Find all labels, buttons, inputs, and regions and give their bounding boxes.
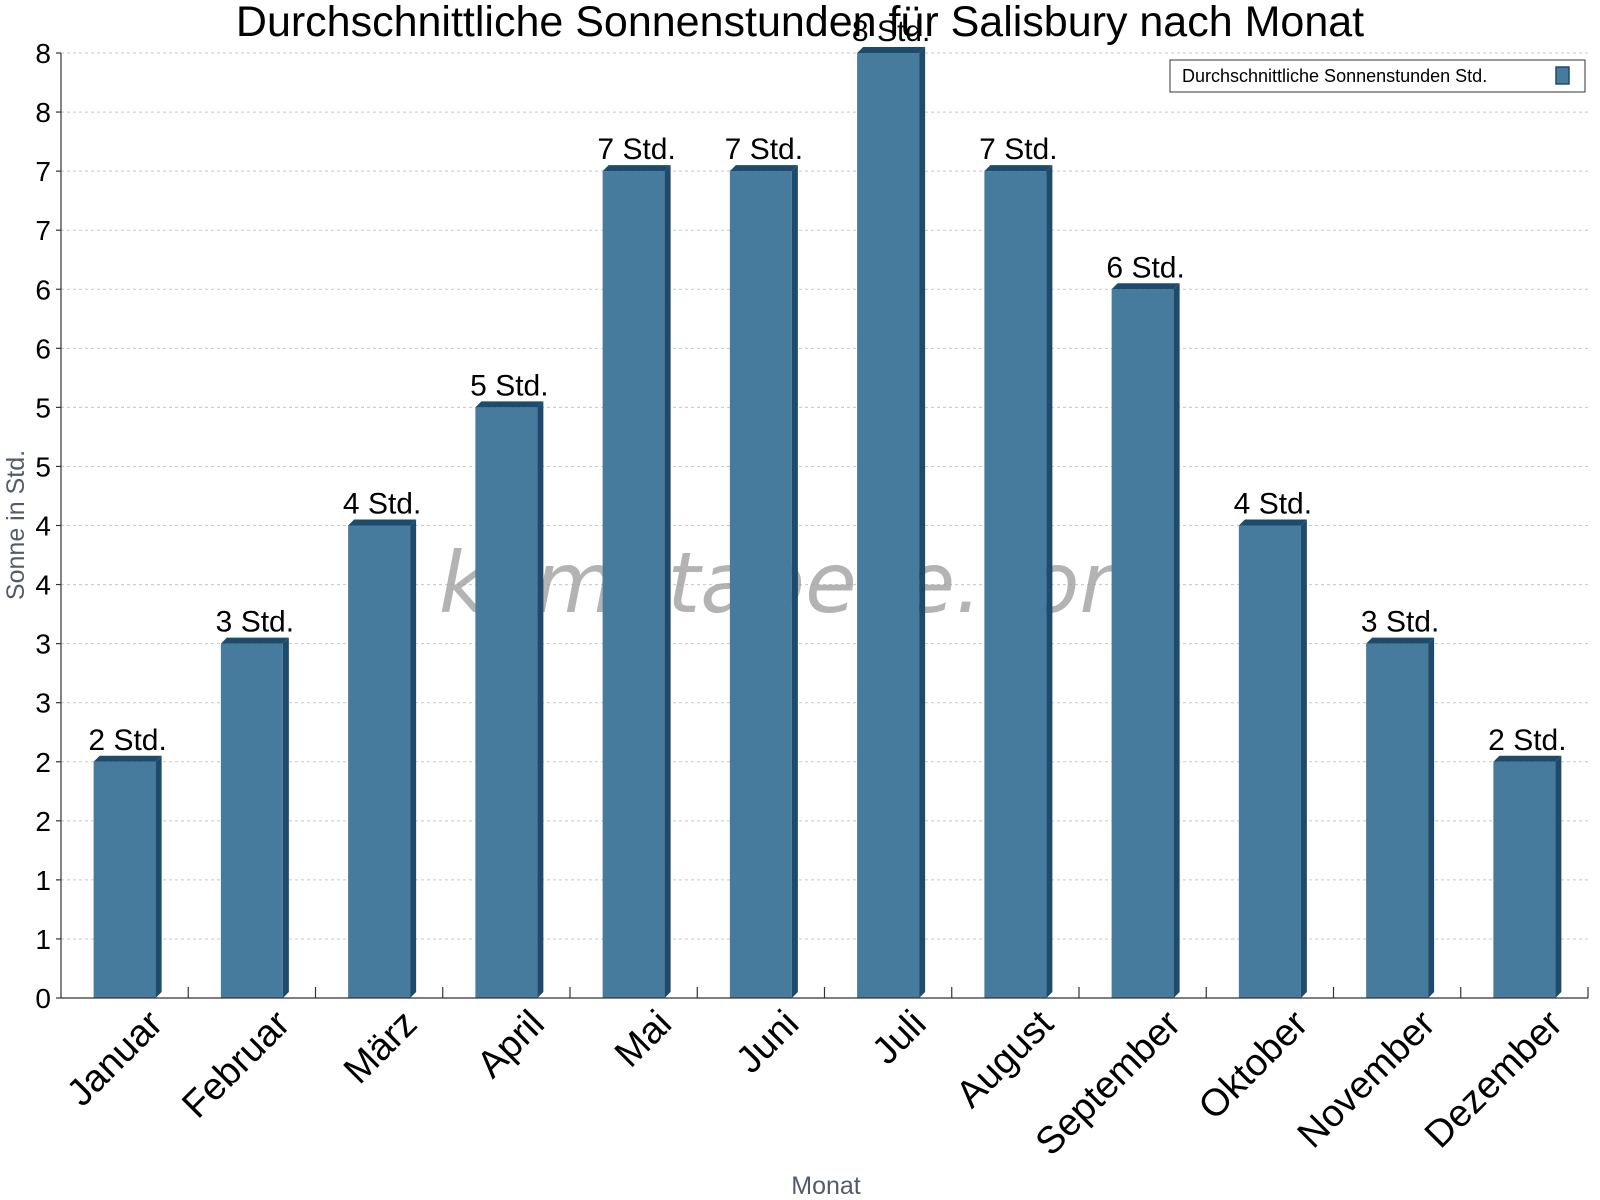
data-label: 6 Std. bbox=[1106, 251, 1184, 284]
x-tick-label: August bbox=[948, 1002, 1062, 1116]
y-tick-label: 0 bbox=[35, 983, 51, 1014]
x-tick-label: Oktober bbox=[1191, 1002, 1317, 1128]
y-tick-label: 4 bbox=[35, 511, 51, 542]
y-tick-label: 1 bbox=[35, 865, 51, 896]
bar-side bbox=[1428, 637, 1435, 998]
y-tick-label: 5 bbox=[35, 451, 51, 482]
bar bbox=[1238, 525, 1301, 998]
y-tick-label: 2 bbox=[35, 806, 51, 837]
bar-side bbox=[1173, 283, 1180, 998]
grid-lines bbox=[61, 52, 1588, 940]
bar bbox=[1366, 643, 1429, 998]
y-tick-labels: 0 1 1 2 2 3 3 4 4 5 5 6 6 7 7 8 8 bbox=[35, 38, 61, 1014]
x-tick-label: Juni bbox=[728, 1003, 807, 1082]
bars bbox=[93, 47, 1562, 998]
x-tick-label: Januar bbox=[59, 1002, 171, 1114]
y-tick-label: 6 bbox=[35, 333, 51, 364]
chart-title: Durchschnittliche Sonnenstunden für Sali… bbox=[236, 0, 1364, 46]
bar bbox=[602, 171, 665, 998]
bar-top bbox=[984, 165, 1053, 172]
x-tick-label: Februar bbox=[174, 1002, 298, 1126]
x-axis-title: Monat bbox=[791, 1172, 861, 1200]
bar-top bbox=[475, 401, 544, 408]
x-tick-label: April bbox=[469, 1003, 552, 1086]
bar bbox=[1493, 761, 1556, 998]
bar-top bbox=[602, 165, 671, 172]
data-label: 3 Std. bbox=[216, 606, 294, 639]
bar bbox=[1111, 289, 1174, 998]
bar-side bbox=[282, 637, 289, 998]
data-label: 4 Std. bbox=[343, 488, 421, 521]
data-label: 7 Std. bbox=[979, 133, 1057, 166]
bar-top bbox=[348, 519, 417, 526]
legend-label: Durchschnittliche Sonnenstunden Std. bbox=[1182, 66, 1487, 86]
bar-top bbox=[729, 165, 798, 172]
x-tick-label: Dezember bbox=[1417, 1002, 1571, 1156]
data-label: 3 Std. bbox=[1361, 606, 1439, 639]
y-tick-label: 7 bbox=[35, 215, 51, 246]
bar-top bbox=[220, 637, 289, 644]
legend-swatch bbox=[1555, 66, 1570, 85]
y-tick-label: 8 bbox=[35, 38, 51, 69]
bar bbox=[220, 643, 283, 998]
legend: Durchschnittliche Sonnenstunden Std. bbox=[1169, 59, 1586, 93]
bar-top bbox=[1111, 283, 1180, 290]
bar bbox=[475, 407, 538, 998]
bar-top bbox=[93, 755, 162, 762]
bar-side bbox=[537, 401, 544, 998]
bar-side bbox=[919, 47, 926, 998]
bar-side bbox=[664, 165, 671, 998]
bar-side bbox=[1300, 519, 1307, 998]
y-tick-label: 8 bbox=[35, 97, 51, 128]
data-label: 7 Std. bbox=[725, 133, 803, 166]
watermark: klimatabelle.com bbox=[439, 534, 1162, 632]
data-label: 7 Std. bbox=[597, 133, 675, 166]
y-tick-label: 6 bbox=[35, 274, 51, 305]
bar-side bbox=[1555, 755, 1562, 998]
x-tick-label: November bbox=[1290, 1002, 1444, 1156]
data-label: 2 Std. bbox=[1488, 724, 1566, 757]
bar bbox=[93, 761, 156, 998]
y-tick-label: 3 bbox=[35, 629, 51, 660]
bar-top bbox=[1238, 519, 1307, 526]
y-tick-label: 7 bbox=[35, 156, 51, 187]
bar-side bbox=[410, 519, 417, 998]
data-labels: 2 Std. 3 Std. 4 Std. 5 Std. 7 Std. 7 Std. 8 St… bbox=[88, 15, 1566, 757]
y-tick-label: 3 bbox=[35, 688, 51, 719]
data-label: 5 Std. bbox=[470, 369, 548, 402]
data-label: 8 Std. bbox=[852, 15, 930, 48]
data-label: 2 Std. bbox=[88, 724, 166, 757]
bar-top bbox=[1366, 637, 1435, 644]
bar bbox=[729, 171, 792, 998]
x-tick-labels: Januar Februar März April Mai Juni Juli AugustS… bbox=[59, 1002, 1571, 1163]
x-tick-label: Mai bbox=[607, 1003, 680, 1076]
x-tick-label: März bbox=[336, 1003, 425, 1092]
data-label: 4 Std. bbox=[1234, 488, 1312, 521]
bar-side bbox=[1046, 165, 1053, 998]
bar-top bbox=[1493, 755, 1562, 762]
y-tick-label: 2 bbox=[35, 747, 51, 778]
y-tick-label: 5 bbox=[35, 392, 51, 423]
y-tick-label: 4 bbox=[35, 570, 51, 601]
bar bbox=[348, 525, 411, 998]
x-tick-label: Juli bbox=[864, 1003, 934, 1073]
bar-side bbox=[155, 755, 162, 998]
y-axis-title: Sonne in Std. bbox=[2, 450, 30, 600]
bar-top bbox=[857, 47, 926, 53]
y-tick-label: 1 bbox=[35, 924, 51, 955]
bar bbox=[857, 53, 920, 998]
bar-side bbox=[791, 165, 798, 998]
legend-box bbox=[1169, 59, 1586, 93]
bar bbox=[984, 171, 1047, 998]
